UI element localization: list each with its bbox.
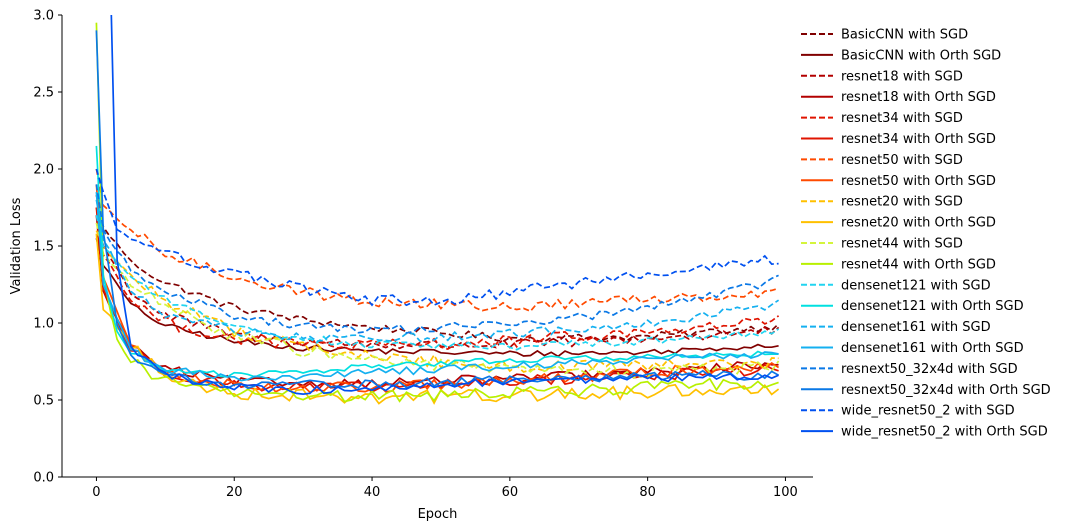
series-line-densenet161-with-sgd — [95, 199, 780, 343]
legend: BasicCNN with SGD BasicCNN with Orth SGD r… — [801, 28, 1051, 440]
y-axis-label: Validation Loss — [9, 197, 24, 294]
legend-entry-label: resnext50_32x4d with Orth SGD — [841, 383, 1051, 398]
legend-entry-label: densenet161 with SGD — [841, 320, 991, 335]
series-line-resnet44-with-orth-sgd — [95, 22, 779, 403]
series-line-resnet20-with-sgd — [95, 230, 779, 373]
legend-entry-label: resnet34 with Orth SGD — [841, 132, 996, 147]
legend-entry-label: wide_resnet50_2 with SGD — [841, 404, 1015, 419]
series-line-resnet18-with-sgd — [95, 207, 780, 350]
y-tick-label: 2.5 — [33, 86, 54, 101]
legend-entry-label: resnet18 with SGD — [841, 69, 963, 84]
legend-entry-label: resnet34 with SGD — [841, 111, 963, 126]
legend-entry-label: BasicCNN with SGD — [841, 28, 968, 43]
series-line-resnet18-with-orth-sgd — [95, 215, 779, 389]
legend-entry-label: BasicCNN with Orth SGD — [841, 48, 1001, 63]
x-tick-label: 100 — [773, 485, 798, 500]
x-tick-label: 0 — [92, 485, 100, 500]
series-line-basiccnn-with-orth-sgd — [95, 238, 779, 358]
legend-entry-label: resnet50 with Orth SGD — [841, 174, 996, 189]
x-tick-label: 20 — [226, 485, 243, 500]
legend-entry-label: resnet20 with Orth SGD — [841, 216, 996, 231]
axes: 0 20 40 60 80 100 0.0 0.5 1.0 1.5 2.0 2.5 3.0 — [33, 9, 813, 500]
x-tick-label: 40 — [364, 485, 381, 500]
series-line-densenet161-with-orth-sgd — [95, 192, 779, 382]
legend-entry-label: resnet44 with SGD — [841, 237, 963, 252]
legend-entry-label: resnet50 with SGD — [841, 153, 963, 168]
series-line-densenet121-with-orth-sgd — [95, 145, 779, 378]
legend-entry-label: resnet44 with Orth SGD — [841, 257, 996, 272]
y-tick-label: 1.5 — [33, 240, 54, 255]
y-tick-label: 2.0 — [33, 163, 54, 178]
series-line-wide-resnet50-2-with-sgd — [95, 168, 779, 307]
y-tick-label: 0.5 — [33, 394, 54, 409]
legend-entry-label: resnet18 with Orth SGD — [841, 90, 996, 105]
series-line-wide-resnet50-2-with-orth-sgd — [110, 15, 779, 395]
y-tick-label: 1.0 — [33, 317, 54, 332]
y-tick-label: 3.0 — [33, 9, 54, 24]
series-lines — [95, 15, 780, 405]
legend-entry-label: densenet161 with Orth SGD — [841, 341, 1024, 356]
x-tick-label: 60 — [502, 485, 519, 500]
series-line-densenet121-with-sgd — [95, 215, 780, 351]
legend-entry-label: resnext50_32x4d with SGD — [841, 362, 1018, 377]
series-line-basiccnn-with-sgd — [95, 195, 780, 343]
legend-entry-label: wide_resnet50_2 with Orth SGD — [841, 425, 1048, 440]
legend-entry-label: densenet121 with Orth SGD — [841, 299, 1024, 314]
y-tick-label: 0.0 — [33, 471, 54, 486]
legend-entry-label: densenet121 with SGD — [841, 278, 991, 293]
series-line-resnet44-with-sgd — [95, 222, 780, 379]
x-axis-label: Epoch — [418, 507, 458, 522]
series-line-resnext50-32x4d-with-sgd — [95, 184, 779, 334]
x-tick-label: 80 — [639, 485, 656, 500]
legend-entry-label: resnet20 with SGD — [841, 195, 963, 210]
series-line-resnext50-32x4d-with-orth-sgd — [95, 30, 780, 390]
